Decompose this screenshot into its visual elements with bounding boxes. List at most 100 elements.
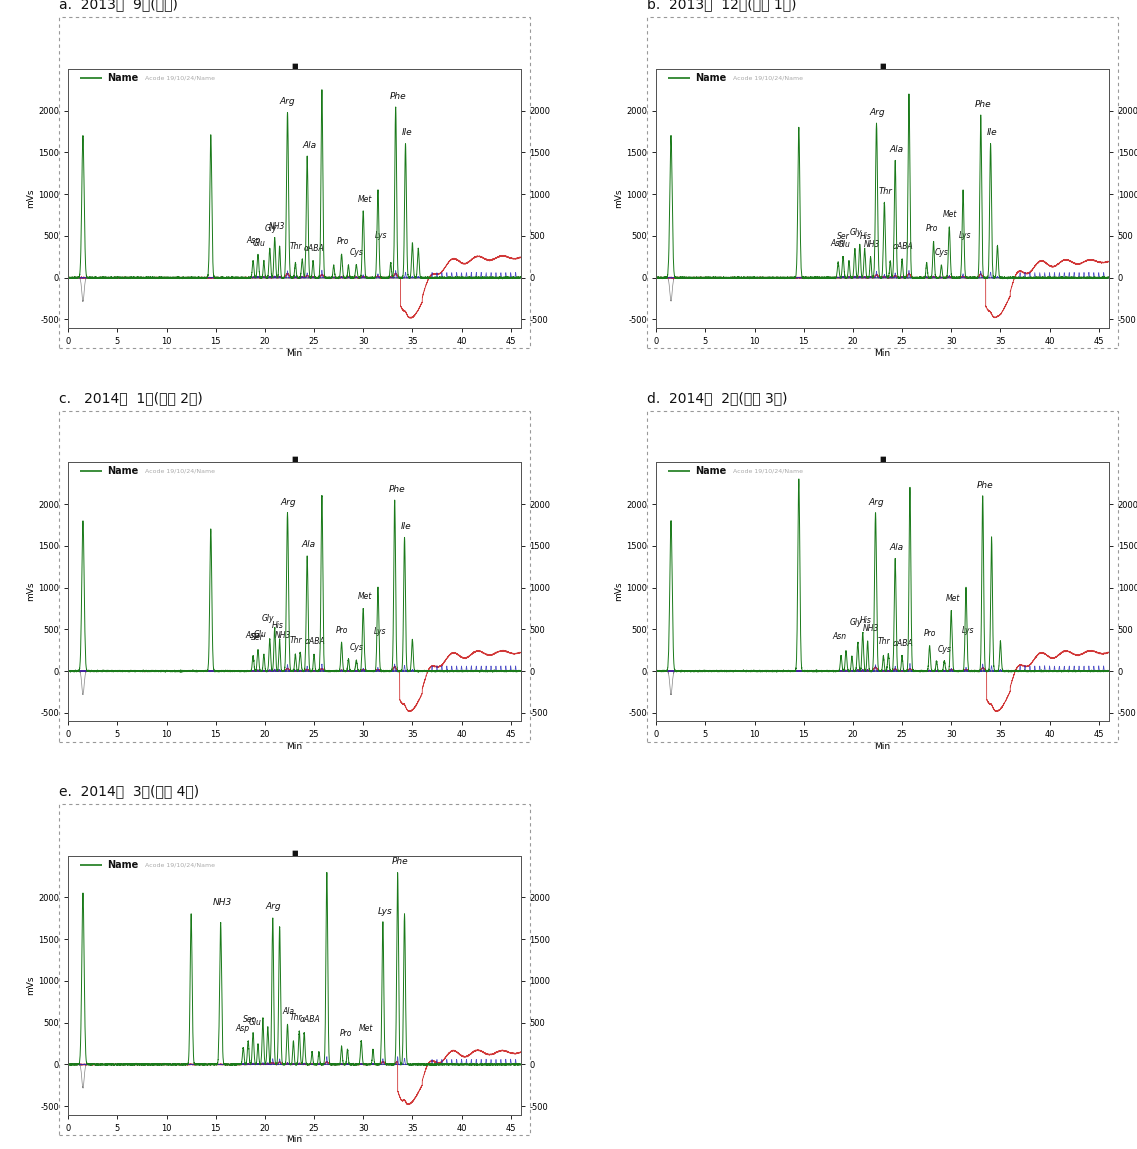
Text: αABA: αABA [305, 637, 325, 646]
Text: Cys: Cys [937, 645, 952, 654]
Text: Name: Name [107, 466, 138, 477]
Text: a.  2013년  9월(제조): a. 2013년 9월(제조) [59, 0, 179, 11]
Text: ■: ■ [879, 63, 886, 69]
Text: αABA: αABA [300, 1015, 321, 1024]
Text: Pro: Pro [923, 629, 936, 638]
Text: Met: Met [358, 592, 373, 601]
Text: NH3: NH3 [213, 899, 232, 908]
Text: Cys: Cys [349, 642, 363, 651]
Text: Arg: Arg [266, 902, 282, 911]
Text: Met: Met [946, 594, 961, 603]
Text: Arg: Arg [869, 498, 885, 507]
Text: Asn: Asn [830, 239, 845, 247]
X-axis label: Min: Min [287, 348, 302, 357]
Text: Glu: Glu [254, 631, 266, 639]
Text: Pro: Pro [926, 224, 938, 233]
Text: Ile: Ile [402, 129, 413, 138]
Text: ■: ■ [291, 63, 298, 69]
Text: Name: Name [695, 74, 725, 83]
Text: Thr: Thr [878, 637, 890, 646]
Y-axis label: mVs: mVs [26, 976, 35, 995]
Text: Met: Met [358, 195, 373, 205]
Text: αABA: αABA [304, 244, 324, 253]
Text: Asp: Asp [246, 236, 260, 245]
Text: Acode 19/10/24/Name: Acode 19/10/24/Name [733, 469, 803, 473]
Y-axis label: mVs: mVs [26, 583, 35, 601]
Text: Name: Name [107, 74, 138, 83]
Text: Phe: Phe [391, 857, 408, 865]
Text: Glu: Glu [838, 240, 850, 249]
Text: Pro: Pro [337, 237, 349, 246]
Text: b.  2013년  12월(숙성 1달): b. 2013년 12월(숙성 1달) [647, 0, 797, 11]
Text: Gly: Gly [849, 228, 862, 237]
Text: Ala: Ala [301, 540, 315, 549]
X-axis label: Min: Min [287, 1135, 302, 1144]
Text: Phe: Phe [389, 485, 405, 494]
Text: e.  2014년  3월(숙성 4달): e. 2014년 3월(숙성 4달) [59, 785, 199, 799]
Text: Gly: Gly [265, 224, 277, 233]
Text: NH3: NH3 [274, 631, 291, 640]
Text: Cys: Cys [935, 248, 948, 256]
Text: Glu: Glu [249, 1018, 262, 1027]
Text: NH3: NH3 [863, 240, 880, 249]
Text: Lys: Lys [962, 626, 974, 635]
Text: αABA: αABA [893, 242, 913, 250]
Text: His: His [272, 622, 283, 630]
Text: Asp: Asp [246, 631, 259, 640]
Text: Name: Name [695, 466, 725, 477]
Y-axis label: mVs: mVs [614, 583, 623, 601]
Text: Asp: Asp [235, 1024, 249, 1033]
Text: Arg: Arg [280, 97, 296, 106]
Text: Lys: Lys [377, 907, 392, 916]
Text: Met: Met [943, 210, 957, 219]
Text: Met: Met [359, 1024, 373, 1033]
Text: Pro: Pro [335, 626, 348, 635]
Text: Ile: Ile [987, 129, 998, 138]
Text: Ile: Ile [401, 522, 412, 531]
Text: Acode 19/10/24/Name: Acode 19/10/24/Name [146, 862, 215, 867]
Text: Lys: Lys [958, 231, 971, 240]
Text: Pro: Pro [339, 1028, 351, 1038]
Text: Ala: Ala [302, 141, 316, 149]
Text: Glu: Glu [252, 239, 265, 247]
Text: Gly: Gly [849, 618, 862, 627]
Text: Ala: Ala [282, 1007, 294, 1016]
Text: Ala: Ala [889, 145, 903, 154]
Text: NH3: NH3 [268, 222, 285, 231]
Text: His: His [860, 616, 872, 625]
Text: Phe: Phe [977, 481, 993, 489]
Text: Cys: Cys [349, 248, 363, 256]
Text: Acode 19/10/24/Name: Acode 19/10/24/Name [146, 76, 215, 80]
Text: Ala: Ala [889, 542, 903, 552]
Text: Thr: Thr [290, 1013, 302, 1021]
Text: Acode 19/10/24/Name: Acode 19/10/24/Name [146, 469, 215, 473]
Text: Asn: Asn [832, 632, 846, 641]
Text: Phe: Phe [389, 92, 406, 101]
Text: Ser: Ser [837, 232, 849, 241]
Text: Thr: Thr [290, 637, 302, 646]
X-axis label: Min: Min [874, 742, 890, 751]
Text: Ser: Ser [250, 633, 264, 642]
Text: Ser: Ser [243, 1016, 256, 1025]
Text: NH3: NH3 [863, 624, 879, 633]
Text: ■: ■ [879, 456, 886, 462]
Text: Gly: Gly [262, 615, 274, 624]
Text: Thr: Thr [879, 187, 893, 195]
Y-axis label: mVs: mVs [26, 188, 35, 208]
Y-axis label: mVs: mVs [614, 188, 623, 208]
Text: Lys: Lys [374, 627, 387, 637]
Text: d.  2014년  2월(숙성 3달): d. 2014년 2월(숙성 3달) [647, 391, 788, 404]
Text: ■: ■ [291, 850, 298, 856]
Text: Thr: Thr [290, 242, 302, 250]
Text: ■: ■ [291, 456, 298, 462]
Text: Phe: Phe [974, 100, 991, 109]
Text: c.   2014년  1월(숙성 2달): c. 2014년 1월(숙성 2달) [59, 391, 202, 404]
X-axis label: Min: Min [874, 348, 890, 357]
Text: His: His [860, 232, 872, 241]
Text: αABA: αABA [893, 639, 913, 648]
Text: Name: Name [107, 859, 138, 870]
X-axis label: Min: Min [287, 742, 302, 751]
Text: Arg: Arg [870, 108, 886, 117]
Text: Acode 19/10/24/Name: Acode 19/10/24/Name [733, 76, 803, 80]
Text: Arg: Arg [281, 498, 297, 507]
